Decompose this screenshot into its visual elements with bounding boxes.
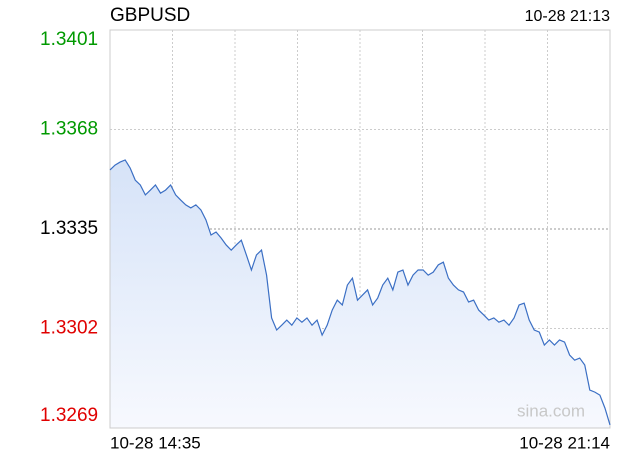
watermark: sina.com — [517, 401, 585, 420]
x-label-start: 10-28 14:35 — [110, 433, 201, 452]
y-tick-label: 1.3401 — [40, 29, 98, 50]
x-label-end: 10-28 21:14 — [519, 433, 610, 452]
plot-frame — [109, 29, 611, 429]
y-tick-label: 1.3269 — [40, 405, 98, 426]
y-tick-label: 1.3302 — [40, 318, 98, 339]
area — [110, 159, 610, 428]
y-tick-label: 1.3368 — [40, 119, 98, 140]
timestamp: 10-28 21:13 — [525, 8, 611, 25]
y-tick-label: 1.3335 — [40, 218, 98, 239]
chart-title: GBPUSD — [110, 5, 190, 26]
price-line — [109, 159, 611, 426]
